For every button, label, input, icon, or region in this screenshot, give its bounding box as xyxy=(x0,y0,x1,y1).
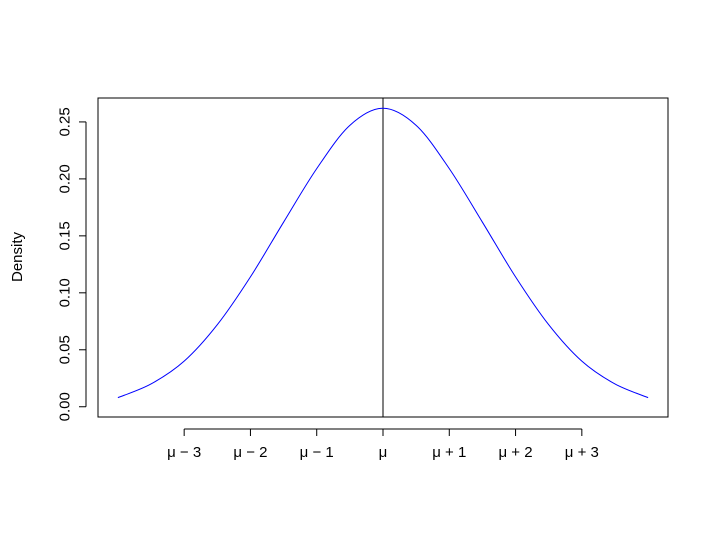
series-group xyxy=(117,107,649,399)
y-tick-label: 0.15 xyxy=(57,221,74,250)
x-axis: μ − 3 μ − 2 μ − 1 μ μ + 1 μ + 2 μ + 3 xyxy=(167,428,599,461)
x-tick-label: μ xyxy=(379,444,388,461)
x-tick-label: μ − 1 xyxy=(300,444,334,461)
y-tick-label: 0.25 xyxy=(57,107,74,136)
x-tick-label: μ − 3 xyxy=(167,444,201,461)
density-curve xyxy=(117,107,649,399)
y-tick-label: 0.05 xyxy=(57,335,74,364)
x-tick-label: μ + 2 xyxy=(499,444,533,461)
y-axis-title: Density xyxy=(9,231,26,282)
x-tick-label: μ + 1 xyxy=(432,444,466,461)
y-tick-label: 0.00 xyxy=(57,392,74,421)
y-tick-label: 0.10 xyxy=(57,278,74,307)
y-tick-label: 0.20 xyxy=(57,164,74,193)
x-tick-label: μ − 2 xyxy=(233,444,267,461)
x-tick-label: μ + 3 xyxy=(565,444,599,461)
y-axis: 0.00 0.05 0.10 0.15 0.20 0.25 xyxy=(57,107,87,421)
